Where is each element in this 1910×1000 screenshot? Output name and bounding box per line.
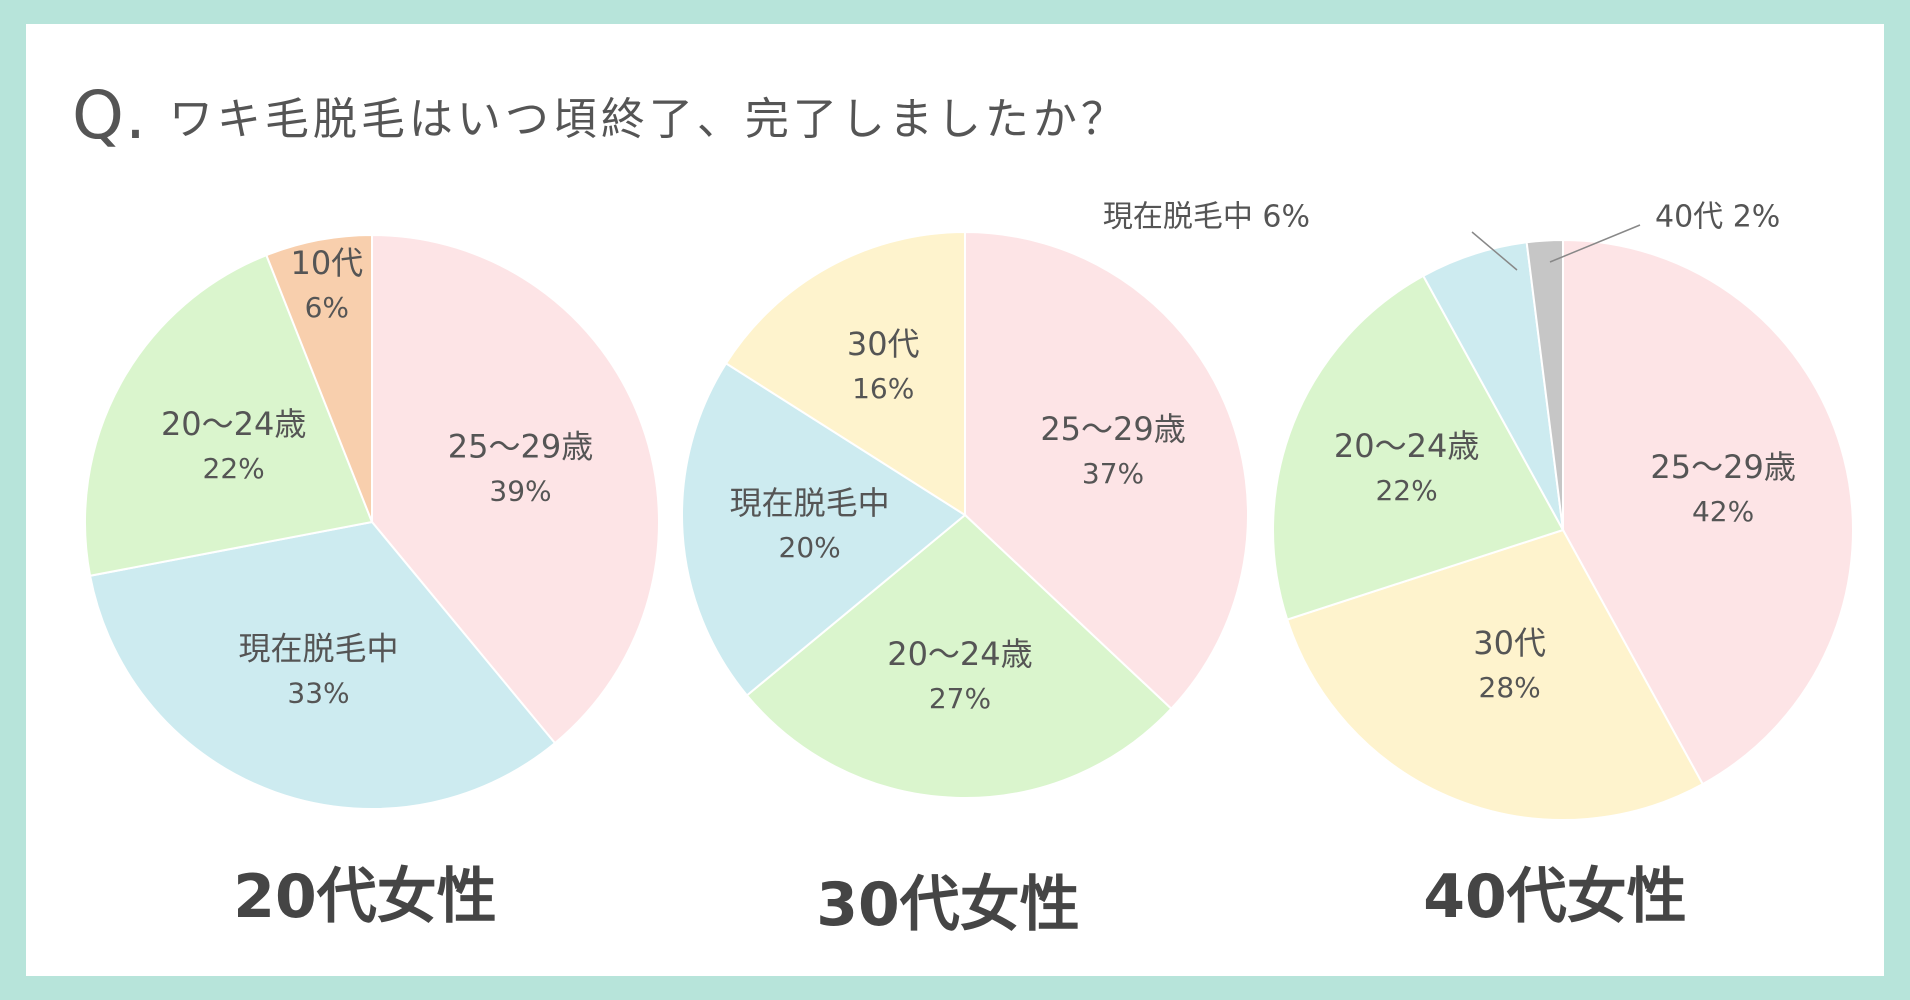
pie-1-value-3: 16% — [852, 372, 914, 405]
pie-0-value-1: 33% — [287, 677, 349, 710]
pie-1-slice-3 — [724, 230, 966, 517]
pie-2-value-1: 28% — [1479, 671, 1541, 704]
pie-2-label-4: 40代 2% — [1655, 200, 1780, 235]
pie-1-slice-0 — [964, 230, 1249, 711]
pie-1-slice-1 — [745, 513, 1173, 799]
question-marker: Q. — [72, 76, 147, 154]
pie-1-value-0: 37% — [1082, 457, 1144, 490]
pie-2-slice-4 — [1525, 238, 1564, 531]
pie-1-value-2: 20% — [779, 531, 841, 564]
pie-1-value-1: 27% — [929, 682, 991, 715]
pie-2-label-1: 30代 — [1473, 624, 1546, 662]
pie-2-leader-4 — [1549, 224, 1641, 263]
pie-0-label-1: 現在脱毛中 — [239, 630, 399, 668]
pie-1-label-3: 30代 — [847, 325, 920, 363]
pie-title-20s: 20代女性 — [233, 862, 497, 932]
question-text: ワキ毛脱毛はいつ頃終了、完了しましたか？ — [168, 94, 1129, 145]
pie-0-slice-3 — [265, 233, 373, 523]
pie-0-slice-0 — [371, 233, 660, 745]
pie-chart-1: 25〜29歳 37% 20〜24歳 27% 現在脱毛中 20% 30代 16% — [681, 230, 1249, 799]
pie-0-value-0: 39% — [489, 475, 551, 508]
pie-2-label-3: 現在脱毛中 6% — [1103, 200, 1310, 235]
pie-0-slice-2 — [84, 253, 374, 577]
pie-0-label-0: 25〜29歳 — [448, 428, 593, 466]
pie-1-label-2: 現在脱毛中 — [730, 484, 890, 522]
pie-0-slice-1 — [88, 520, 557, 810]
pie-0-label-2: 20〜24歳 — [161, 405, 306, 443]
pie-2-slice-2 — [1272, 274, 1565, 621]
pie-0-label-3: 10代 — [290, 244, 363, 282]
pie-2-slice-0 — [1562, 238, 1854, 786]
pie-2-slice-1 — [1285, 528, 1705, 821]
pie-2-value-2: 22% — [1375, 474, 1437, 507]
pie-chart-0: 25〜29歳 39% 現在脱毛中 33% 20〜24歳 22% 10代 6% — [84, 233, 660, 810]
pie-0-value-2: 22% — [203, 452, 265, 485]
question-title: Q. ワキ毛脱毛はいつ頃終了、完了しましたか？ — [72, 70, 1129, 160]
pie-chart-2: 25〜29歳 42% 30代 28% 20〜24歳 22% 現在脱毛中 6% 40代 2% — [1103, 200, 1854, 821]
pie-2-label-2: 20〜24歳 — [1334, 427, 1479, 465]
pie-0-value-3: 6% — [305, 291, 349, 324]
pie-2-value-0: 42% — [1692, 495, 1754, 528]
pie-2-label-0: 25〜29歳 — [1650, 448, 1795, 486]
pie-1-label-1: 20〜24歳 — [887, 635, 1032, 673]
pie-title-30s: 30代女性 — [816, 870, 1080, 940]
pie-1-slice-2 — [681, 361, 967, 697]
pie-1-label-0: 25〜29歳 — [1040, 410, 1185, 448]
pie-title-40s: 40代女性 — [1423, 862, 1687, 932]
pie-2-leader-3 — [1471, 231, 1518, 271]
